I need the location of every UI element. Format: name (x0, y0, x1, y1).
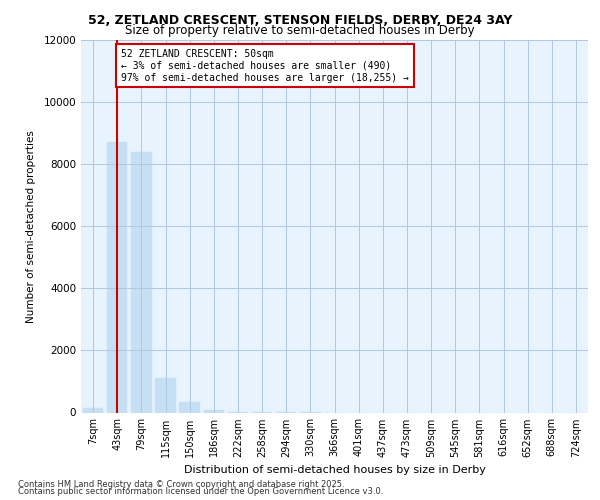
Bar (83, 408, 103, 412)
Text: 52, ZETLAND CRESCENT, STENSON FIELDS, DERBY, DE24 3AY: 52, ZETLAND CRESCENT, STENSON FIELDS, DE… (88, 14, 512, 27)
Bar (131, 152, 152, 412)
X-axis label: Distribution of semi-detached houses by size in Derby: Distribution of semi-detached houses by … (184, 465, 485, 475)
Bar (179, 402, 200, 412)
Bar (155, 378, 176, 412)
Bar (107, 142, 127, 412)
Text: 52 ZETLAND CRESCENT: 50sqm
← 3% of semi-detached houses are smaller (490)
97% of: 52 ZETLAND CRESCENT: 50sqm ← 3% of semi-… (121, 50, 409, 82)
Text: Size of property relative to semi-detached houses in Derby: Size of property relative to semi-detach… (125, 24, 475, 37)
Text: Contains HM Land Registry data © Crown copyright and database right 2025.: Contains HM Land Registry data © Crown c… (18, 480, 344, 489)
Text: Contains public sector information licensed under the Open Government Licence v3: Contains public sector information licen… (18, 487, 383, 496)
Bar (203, 410, 224, 412)
Y-axis label: Number of semi-detached properties: Number of semi-detached properties (26, 130, 37, 322)
